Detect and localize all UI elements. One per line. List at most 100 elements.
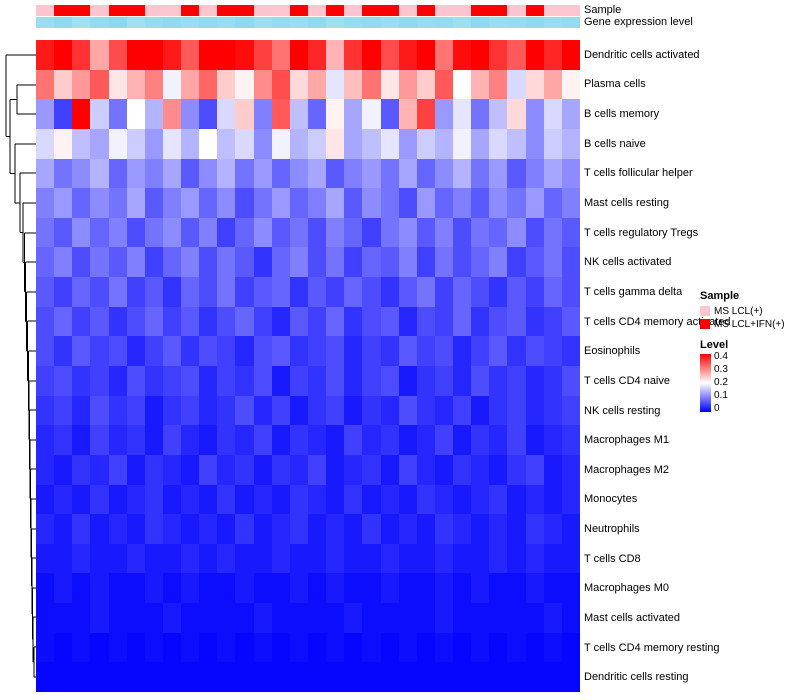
heatmap-cell [471, 128, 490, 159]
heatmap-cell [326, 158, 345, 189]
heatmap-cell [307, 247, 327, 278]
heatmap-cell [144, 128, 163, 159]
heatmap-cell [380, 188, 399, 218]
gene-annotation-cell [398, 17, 417, 28]
heatmap-cell [181, 514, 200, 544]
sample-annotation-cell [253, 5, 272, 16]
heatmap-cell [507, 217, 526, 248]
heatmap-cell [126, 366, 145, 396]
heatmap-cell [380, 40, 399, 70]
heatmap-cell [235, 158, 254, 189]
heatmap-cell [271, 99, 290, 129]
heatmap-cell [307, 277, 327, 307]
heatmap-cell [144, 425, 163, 455]
heatmap-cell [344, 514, 363, 544]
heatmap-cell [344, 128, 363, 159]
heatmap-cell [471, 306, 490, 337]
heatmap-cell [108, 336, 127, 366]
sample-annotation-cell [543, 5, 562, 16]
heatmap-cell [471, 425, 490, 455]
heatmap-cell [416, 247, 435, 278]
heatmap-cell [416, 128, 435, 159]
heatmap-cell [72, 306, 91, 337]
heatmap-cell [162, 188, 182, 218]
row-label: Macrophages M0 [584, 582, 669, 595]
heatmap-cell [36, 514, 55, 544]
heatmap-cell [54, 662, 73, 692]
heatmap-cell [380, 217, 399, 248]
heatmap-cell [561, 454, 580, 485]
heatmap-cell [253, 662, 272, 692]
heatmap-cell [144, 662, 163, 692]
heatmap-cell [489, 425, 508, 455]
sample-annotation-cell [144, 5, 163, 16]
row-label: Mast cells activated [584, 611, 680, 624]
heatmap-cell [453, 99, 472, 129]
heatmap-cell [271, 425, 290, 455]
heatmap-cell [471, 662, 490, 692]
heatmap-cell [54, 188, 73, 218]
heatmap-cell [543, 366, 562, 396]
heatmap-cell [235, 336, 254, 366]
heatmap-cell [181, 69, 200, 100]
heatmap-cell [235, 454, 254, 485]
heatmap-cell [54, 277, 73, 307]
heatmap-cell [561, 603, 580, 633]
heatmap-cell [362, 217, 381, 248]
heatmap-cell [380, 128, 399, 159]
heatmap-cell [453, 217, 472, 248]
heatmap-cell [344, 158, 363, 189]
heatmap-cell [543, 188, 562, 218]
heatmap-cell [307, 306, 327, 337]
heatmap-cell [126, 543, 145, 574]
heatmap-cell [199, 573, 218, 604]
heatmap-cell [217, 603, 236, 633]
heatmap-cell [525, 158, 544, 189]
heatmap-cell [36, 277, 55, 307]
heatmap-cell [362, 128, 381, 159]
heatmap-cell [489, 454, 508, 485]
heatmap-cell [181, 306, 200, 337]
heatmap-cell [416, 366, 435, 396]
heatmap-cell [235, 484, 254, 515]
heatmap-cell [380, 336, 399, 366]
heatmap-cell [36, 632, 55, 663]
gene-annotation-cell [144, 17, 163, 28]
heatmap-cell [489, 573, 508, 604]
heatmap-cell [525, 99, 544, 129]
heatmap-cell [36, 573, 55, 604]
heatmap-cell [434, 277, 454, 307]
gene-annotation-cell [289, 17, 308, 28]
sample-annotation-cell [108, 5, 127, 16]
heatmap-cell [453, 40, 472, 70]
heatmap-cell [271, 128, 290, 159]
gene-annotation-cell [561, 17, 580, 28]
heatmap-cell [72, 395, 91, 426]
heatmap-cell [90, 158, 109, 189]
heatmap-cell [525, 306, 544, 337]
gene-annotation-cell [416, 17, 435, 28]
heatmap-cell [90, 514, 109, 544]
heatmap-cell [453, 336, 472, 366]
heatmap-cell [543, 217, 562, 248]
heatmap-cell [162, 366, 182, 396]
sample-annotation-cell [380, 5, 399, 16]
row-label: B cells naive [584, 137, 646, 150]
gene-annotation-cell [362, 17, 381, 28]
heatmap-cell [217, 247, 236, 278]
heatmap-cell [199, 662, 218, 692]
heatmap-cell [561, 99, 580, 129]
heatmap-cell [90, 632, 109, 663]
heatmap-cell [108, 484, 127, 515]
heatmap-cell [434, 603, 454, 633]
heatmap-cell [181, 662, 200, 692]
row-label: Macrophages M2 [584, 463, 669, 476]
heatmap-cell [471, 188, 490, 218]
heatmap-cell [217, 484, 236, 515]
heatmap-cell [326, 217, 345, 248]
heatmap-cell [162, 40, 182, 70]
heatmap-cell [217, 188, 236, 218]
heatmap-cell [144, 603, 163, 633]
heatmap-cell [181, 188, 200, 218]
heatmap-cell [72, 603, 91, 633]
